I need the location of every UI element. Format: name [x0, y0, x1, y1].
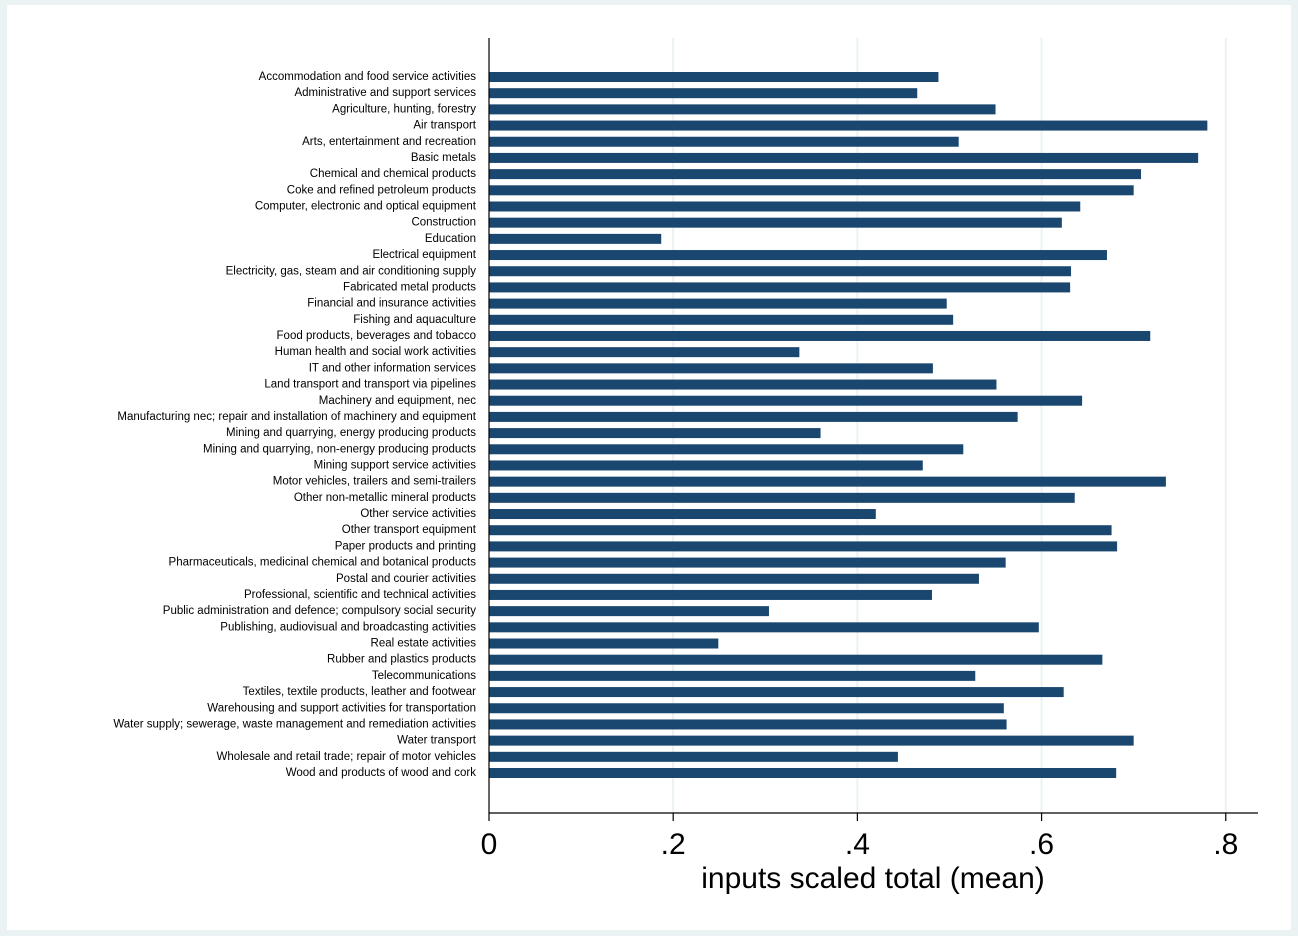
bar [489, 638, 719, 649]
y-tick-label: Fishing and aquaculture [353, 314, 476, 326]
x-tick-label: 0 [481, 828, 498, 861]
bar [489, 88, 918, 99]
y-tick-label: Water supply; sewerage, waste management… [113, 718, 476, 730]
y-tick-label: Electrical equipment [372, 249, 476, 261]
y-tick-label: Manufacturing nec; repair and installati… [117, 411, 476, 423]
bar [489, 476, 1166, 487]
bar [489, 687, 1064, 698]
bar [489, 250, 1107, 261]
y-tick-label: Mining support service activities [314, 459, 477, 471]
bar [489, 347, 800, 358]
bar [489, 622, 1039, 633]
y-tick-label: Accommodation and food service activitie… [259, 71, 477, 83]
bar [489, 525, 1112, 536]
y-tick-label: Coke and refined petroleum products [287, 184, 476, 196]
y-tick-label: Public administration and defence; compu… [163, 605, 476, 617]
bar [489, 104, 996, 115]
bar [489, 266, 1072, 277]
y-tick-label: Chemical and chemical products [310, 168, 476, 180]
y-tick-label: Agriculture, hunting, forestry [332, 103, 476, 115]
y-tick-label: Other transport equipment [342, 524, 477, 536]
bar [489, 719, 1007, 730]
y-tick-label: Land transport and transport via pipelin… [264, 379, 476, 391]
bar [489, 395, 1083, 406]
bar [489, 217, 1062, 228]
bar [489, 363, 933, 374]
x-tick-label: .4 [845, 828, 870, 861]
bar [489, 573, 979, 584]
bar [489, 298, 947, 309]
bar [489, 201, 1081, 212]
y-tick-label: Telecommunications [372, 670, 476, 682]
y-tick-label: Mining and quarrying, energy producing p… [226, 427, 476, 439]
bar [489, 444, 964, 455]
y-tick-label: Other service activities [360, 508, 476, 520]
x-axis-title: inputs scaled total (mean) [701, 862, 1045, 895]
bar [489, 233, 662, 244]
x-tick-label: .6 [1029, 828, 1054, 861]
y-tick-label: Mining and quarrying, non-energy produci… [203, 443, 476, 455]
y-tick-label: Construction [411, 217, 476, 229]
bar [489, 589, 932, 600]
x-tick-label: .8 [1213, 828, 1238, 861]
y-tick-label: IT and other information services [309, 362, 477, 374]
bar [489, 136, 959, 147]
y-tick-label: Textiles, textile products, leather and … [243, 686, 476, 698]
y-tick-label: Machinery and equipment, nec [319, 395, 477, 407]
y-tick-label: Water transport [397, 735, 477, 747]
bar [489, 541, 1118, 552]
y-tick-label: Wood and products of wood and cork [286, 767, 477, 779]
bar [489, 703, 1004, 714]
y-tick-label: Air transport [413, 120, 476, 132]
y-tick-label: Rubber and plastics products [327, 654, 476, 666]
y-tick-label: Pharmaceuticals, medicinal chemical and … [169, 557, 477, 569]
y-tick-label: Warehousing and support activities for t… [207, 702, 476, 714]
bar [489, 428, 821, 439]
bar [489, 169, 1142, 180]
bar [489, 654, 1103, 665]
bar [489, 492, 1075, 503]
bar [489, 460, 923, 471]
y-tick-label: Motor vehicles, trailers and semi-traile… [273, 476, 476, 488]
bar [489, 509, 876, 520]
bar [489, 751, 898, 762]
y-tick-label: Other non-metallic mineral products [294, 492, 476, 504]
bar [489, 768, 1117, 778]
y-tick-label: Wholesale and retail trade; repair of mo… [216, 751, 476, 763]
bar [489, 152, 1199, 163]
bar [489, 557, 1006, 568]
y-tick-label: Basic metals [411, 152, 476, 164]
y-tick-label: Education [425, 233, 476, 245]
bar [489, 330, 1151, 341]
bar [489, 735, 1134, 746]
bar [489, 282, 1071, 293]
y-tick-label: Publishing, audiovisual and broadcasting… [220, 621, 476, 633]
bar [489, 411, 1018, 422]
bar [489, 314, 954, 325]
y-tick-label: Electricity, gas, steam and air conditio… [226, 265, 477, 277]
y-tick-label: Human health and social work activities [275, 346, 477, 358]
y-tick-label: Real estate activities [371, 638, 477, 650]
y-tick-label: Food products, beverages and tobacco [277, 330, 476, 342]
y-tick-label: Postal and courier activities [336, 573, 476, 585]
bar [489, 670, 976, 681]
y-tick-label: Computer, electronic and optical equipme… [255, 201, 477, 213]
y-tick-label: Fabricated metal products [343, 281, 476, 293]
y-tick-label: Financial and insurance activities [307, 298, 476, 310]
y-tick-label: Professional, scientific and technical a… [244, 589, 476, 601]
y-tick-label: Paper products and printing [335, 540, 476, 552]
bar [489, 72, 939, 82]
bar [489, 606, 769, 617]
bar [489, 120, 1208, 131]
x-tick-label: .2 [661, 828, 686, 861]
bar [489, 379, 997, 390]
bar [489, 185, 1134, 196]
y-tick-label: Administrative and support services [294, 87, 476, 99]
y-tick-label: Arts, entertainment and recreation [302, 136, 476, 148]
